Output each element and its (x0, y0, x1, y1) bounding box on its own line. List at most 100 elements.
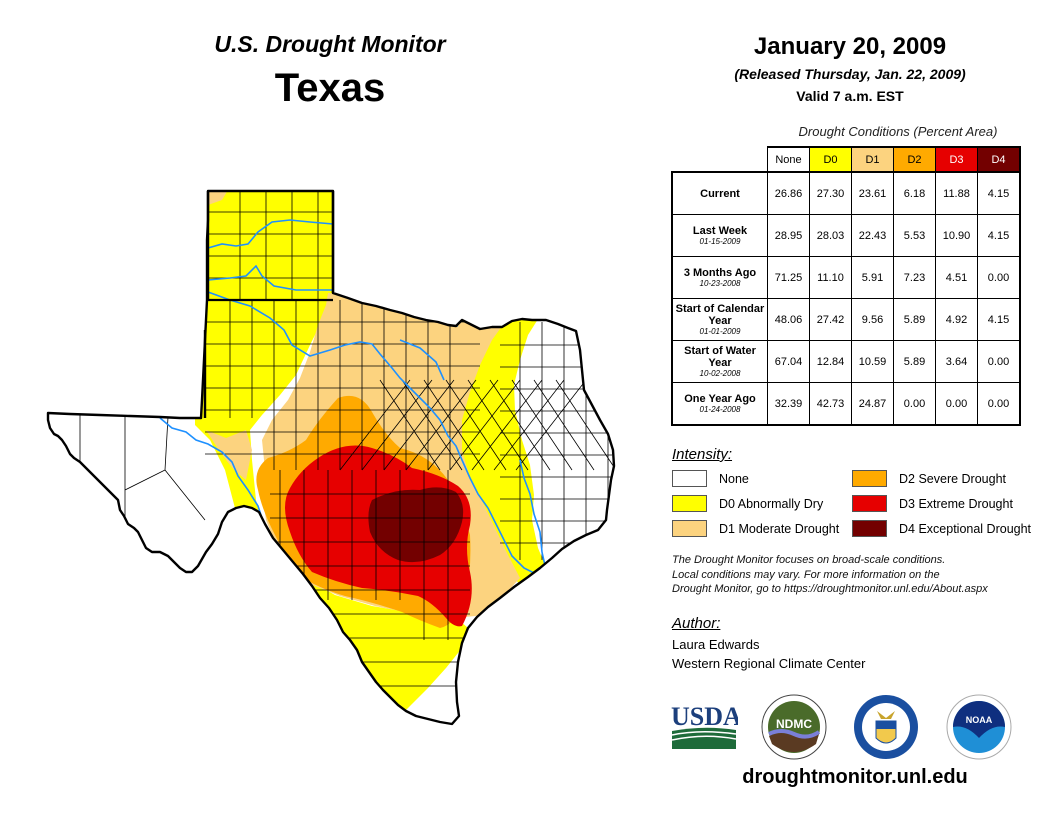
map-date: January 20, 2009 (753, 33, 947, 60)
row-label-text: One Year Ago (684, 392, 756, 405)
cell-d0: 27.42 (809, 298, 852, 341)
legend-label: None (719, 471, 749, 486)
cell-d3: 4.51 (935, 256, 978, 299)
legend-item: D0 Abnormally Dry (672, 495, 823, 512)
drought-conditions-table: None D0 D1 D2 D3 D4 Current 26.86 27.30 23.61 6.18… (671, 146, 1021, 426)
ndmc-logo: NDMC (761, 694, 827, 760)
cell-d1: 23.61 (851, 171, 894, 215)
disclaimer-note: The Drought Monitor focuses on broad-sca… (672, 553, 1052, 597)
legend-label: D2 Severe Drought (899, 471, 1007, 486)
cell-d4: 4.15 (977, 298, 1021, 341)
river-pecos (159, 417, 263, 519)
row-label-text: Current (700, 187, 740, 200)
cell-d3: 10.90 (935, 214, 978, 257)
table-row: Last Week 01-15-2009 28.95 28.03 22.43 5.53 10… (671, 214, 1021, 257)
row-label: Start of Calendar Year 01-01-2009 (671, 298, 768, 341)
cell-d4: 0.00 (977, 256, 1021, 299)
note-line-3: Drought Monitor, go to https://droughtmo… (672, 583, 988, 595)
noaa-logo: NOAA (946, 694, 1012, 760)
cell-d2: 5.89 (893, 340, 936, 383)
legend-item: D4 Exceptional Drought (852, 520, 1031, 537)
cell-d3: 11.88 (935, 171, 978, 215)
legend-swatch (672, 520, 707, 537)
legend-swatch (852, 470, 887, 487)
row-label-date: 01-24-2008 (699, 404, 741, 414)
row-label-date: 10-02-2008 (699, 368, 741, 378)
cell-d0: 27.30 (809, 171, 852, 215)
table-header-row: None D0 D1 D2 D3 D4 (672, 146, 1021, 173)
cell-d2: 6.18 (893, 171, 936, 215)
legend-item: D1 Moderate Drought (672, 520, 839, 537)
table-row: 3 Months Ago 10-23-2008 71.25 11.10 5.91 7.23… (671, 256, 1021, 299)
row-label-date: 10-23-2008 (699, 278, 741, 288)
zone-d4 (368, 487, 464, 563)
cell-d3: 3.64 (935, 340, 978, 383)
website-url[interactable]: droughtmonitor.unl.edu (742, 766, 968, 788)
table-row: Current 26.86 27.30 23.61 6.18 11.88 4.15 (671, 171, 1021, 215)
cell-d0: 28.03 (809, 214, 852, 257)
legend-label: D1 Moderate Drought (719, 521, 840, 536)
usda-logo-text: USDA (671, 703, 738, 731)
legend-item: None (672, 470, 749, 487)
row-label: Last Week 01-15-2009 (671, 214, 768, 257)
cell-d3: 0.00 (935, 382, 978, 426)
row-label-text: Start of Water Year (684, 344, 756, 369)
river-canadian (207, 219, 334, 249)
cell-d4: 4.15 (977, 214, 1021, 257)
cell-none: 67.04 (767, 340, 810, 383)
column-header-d0: D0 (809, 146, 852, 173)
cell-d4: 0.00 (977, 340, 1021, 383)
author-name: Laura Edwards (672, 637, 760, 652)
cell-d1: 5.91 (851, 256, 894, 299)
cell-d2: 0.00 (893, 382, 936, 426)
row-label: Start of Water Year 10-02-2008 (671, 340, 768, 383)
column-header-d4: D4 (977, 146, 1021, 173)
table-row: Start of Calendar Year 01-01-2009 48.06 27.… (671, 298, 1021, 341)
author-organization: Western Regional Climate Center (672, 656, 866, 671)
panhandle-border (203, 191, 335, 418)
cell-d1: 24.87 (851, 382, 894, 426)
legend-swatch (852, 495, 887, 512)
drought-zones (48, 191, 614, 724)
commerce-seal-logo (854, 695, 918, 759)
legend-label: D0 Abnormally Dry (719, 496, 824, 511)
cell-d2: 5.53 (893, 214, 936, 257)
cell-d0: 12.84 (809, 340, 852, 383)
note-line-2: Local conditions may vary. For more info… (672, 568, 940, 581)
state-title: Texas (274, 66, 386, 110)
row-label: One Year Ago 01-24-2008 (671, 382, 768, 426)
cell-none: 71.25 (767, 256, 810, 299)
table-row: One Year Ago 01-24-2008 32.39 42.73 24.87 0.0… (671, 382, 1021, 426)
cell-d1: 22.43 (851, 214, 894, 257)
column-header-d1: D1 (851, 146, 894, 173)
author-title: Author: (672, 615, 721, 632)
cell-d3: 4.92 (935, 298, 978, 341)
legend-item: D2 Severe Drought (852, 470, 1006, 487)
cell-d2: 7.23 (893, 256, 936, 299)
row-label: 3 Months Ago 10-23-2008 (671, 256, 768, 299)
row-label-date: 01-01-2009 (699, 326, 741, 336)
usda-logo: USDA (671, 703, 738, 749)
column-header-none: None (767, 146, 810, 173)
ndmc-logo-text: NDMC (776, 717, 812, 731)
cell-d1: 9.56 (851, 298, 894, 341)
cell-none: 32.39 (767, 382, 810, 426)
river-trinity (519, 459, 547, 571)
cell-d4: 4.15 (977, 171, 1021, 215)
legend-title: Intensity: (672, 446, 733, 463)
cell-none: 28.95 (767, 214, 810, 257)
legend-swatch (672, 470, 707, 487)
valid-time: Valid 7 a.m. EST (796, 88, 904, 104)
note-line-1: The Drought Monitor focuses on broad-sca… (672, 554, 946, 566)
cell-d4: 0.00 (977, 382, 1021, 426)
noaa-logo-text: NOAA (966, 715, 993, 725)
cell-none: 26.86 (767, 171, 810, 215)
cell-d0: 42.73 (809, 382, 852, 426)
row-label-text: Start of Calendar Year (675, 302, 765, 327)
column-header-d3: D3 (935, 146, 978, 173)
zone-d0-south (295, 572, 468, 718)
cell-d2: 5.89 (893, 298, 936, 341)
legend-swatch (852, 520, 887, 537)
cell-d0: 11.10 (809, 256, 852, 299)
zone-d0-east (455, 316, 548, 585)
